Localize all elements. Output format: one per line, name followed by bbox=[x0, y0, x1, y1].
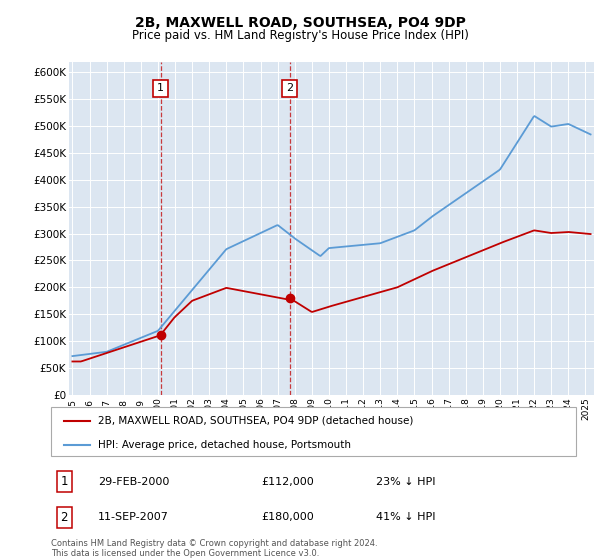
Text: 11-SEP-2007: 11-SEP-2007 bbox=[98, 512, 169, 522]
Text: 41% ↓ HPI: 41% ↓ HPI bbox=[377, 512, 436, 522]
Text: 2B, MAXWELL ROAD, SOUTHSEA, PO4 9DP: 2B, MAXWELL ROAD, SOUTHSEA, PO4 9DP bbox=[134, 16, 466, 30]
Text: £112,000: £112,000 bbox=[261, 477, 314, 487]
Text: 1: 1 bbox=[61, 475, 68, 488]
Text: 23% ↓ HPI: 23% ↓ HPI bbox=[377, 477, 436, 487]
Text: 2B, MAXWELL ROAD, SOUTHSEA, PO4 9DP (detached house): 2B, MAXWELL ROAD, SOUTHSEA, PO4 9DP (det… bbox=[98, 416, 413, 426]
Text: £180,000: £180,000 bbox=[261, 512, 314, 522]
FancyBboxPatch shape bbox=[51, 407, 576, 456]
Text: HPI: Average price, detached house, Portsmouth: HPI: Average price, detached house, Port… bbox=[98, 440, 351, 450]
Text: 2: 2 bbox=[61, 511, 68, 524]
Text: 2: 2 bbox=[286, 83, 293, 94]
Text: Contains HM Land Registry data © Crown copyright and database right 2024.
This d: Contains HM Land Registry data © Crown c… bbox=[51, 539, 377, 558]
Text: 29-FEB-2000: 29-FEB-2000 bbox=[98, 477, 170, 487]
Text: Price paid vs. HM Land Registry's House Price Index (HPI): Price paid vs. HM Land Registry's House … bbox=[131, 29, 469, 42]
Text: 1: 1 bbox=[157, 83, 164, 94]
